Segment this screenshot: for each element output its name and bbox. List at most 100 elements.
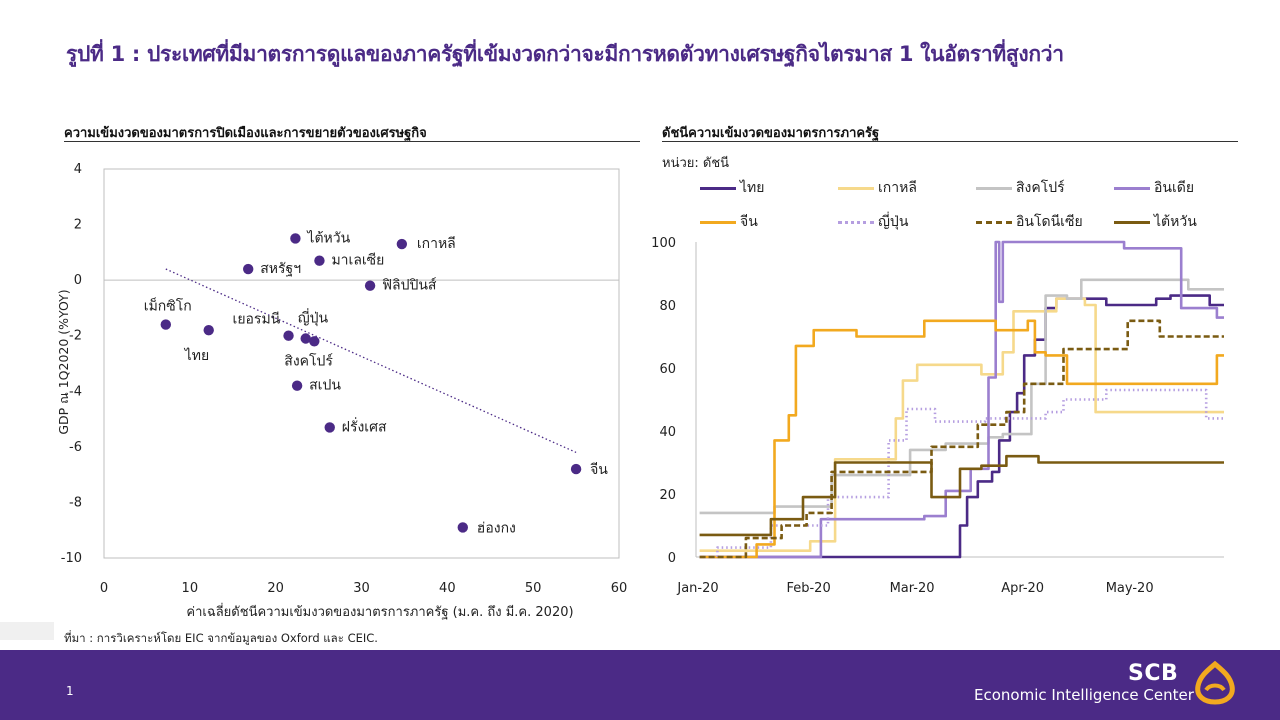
left-panel-rule	[64, 141, 640, 142]
scatter-point	[291, 380, 303, 391]
scatter-point-label: สิงคโปร์	[284, 352, 333, 369]
legend-swatch	[838, 220, 874, 224]
series-line	[699, 294, 1224, 559]
scatter-point-label: ฝรั่งเศส	[342, 417, 387, 435]
scatter-chart: 420-2-4-6-8-10 0 10 20 30 40 50 60 ไต้หวัน เกาห…	[56, 162, 628, 620]
scatter-point-label: ฟิลิปปินส์	[382, 277, 437, 294]
scatter-point	[243, 263, 254, 275]
legend-label: จีน	[740, 214, 758, 230]
legend-label: อินเดีย	[1154, 180, 1195, 196]
scatter-y-tick: -6	[69, 440, 82, 455]
legend-item: เกาหลี	[838, 178, 917, 198]
scb-logo-icon	[1195, 660, 1235, 705]
legend-label: สิงคโปร์	[1016, 180, 1065, 196]
scatter-point	[457, 522, 468, 533]
scatter-point-label: จีน	[590, 462, 608, 478]
line-x-tick: Apr-20	[1001, 581, 1044, 596]
legend-swatch	[1114, 220, 1150, 224]
brand-name: SCB	[1128, 661, 1179, 686]
scatter-point	[324, 422, 335, 433]
scatter-x-tick: 10	[182, 581, 199, 596]
line-x-tick: Jan-20	[676, 581, 718, 596]
scatter-x-axis-label: ค่าเฉลี่ยดัชนีความเข้มงวดของมาตรการภาครั…	[186, 603, 573, 620]
scatter-y-tick: -2	[69, 329, 82, 344]
line-x-tick: Mar-20	[890, 581, 935, 596]
scatter-point	[309, 336, 320, 347]
series-line	[699, 297, 1224, 553]
page-title: รูปที่ 1 : ประเทศที่มีมาตรการดูแลของภาคร…	[66, 42, 1064, 66]
legend-swatch	[976, 186, 1012, 190]
scatter-x-tick: 40	[439, 581, 456, 596]
scatter-point	[314, 255, 325, 266]
legend-label: อินโดนีเซีย	[1016, 214, 1083, 230]
legend-swatch	[838, 186, 874, 190]
scatter-y-tick: -4	[69, 384, 82, 399]
series-line	[699, 278, 1224, 515]
line-legend: ไทย เกาหลี สิงคโปร์ อินเดียจีน ญี่ปุ่น อินโดน…	[700, 178, 1260, 238]
line-chart: 0 20 40 60 80 100 Jan-20 Feb-20 Mar-20 Apr-20 May…	[651, 236, 1224, 596]
scatter-x-tick: 20	[267, 581, 284, 596]
line-y-tick: 100	[651, 236, 676, 251]
scatter-point	[364, 280, 376, 291]
page-number: 1	[66, 684, 74, 698]
right-panel-title: ดัชนีความเข้มงวดของมาตรการภาครัฐ	[662, 126, 880, 141]
line-x-tick: Feb-20	[786, 581, 830, 596]
scatter-y-tick: 0	[74, 273, 82, 288]
legend-swatch	[1114, 186, 1150, 190]
brand-subtitle: Economic Intelligence Center	[974, 686, 1194, 704]
right-panel-rule	[662, 141, 1238, 142]
series-line	[699, 240, 1224, 559]
legend-item: ไต้หวัน	[1114, 212, 1197, 232]
footer-bar	[0, 650, 1280, 720]
legend-label: เกาหลี	[878, 180, 917, 196]
scatter-point	[290, 233, 301, 244]
scatter-point	[300, 333, 311, 344]
legend-item: อินโดนีเซีย	[976, 212, 1083, 232]
series-line	[699, 319, 1224, 559]
legend-label: ญี่ปุ่น	[878, 214, 909, 230]
legend-swatch	[700, 220, 736, 224]
scatter-point-label: สเปน	[309, 378, 341, 394]
scatter-point-label: ไทย	[184, 347, 209, 364]
trend-line	[165, 268, 577, 454]
line-y-tick: 40	[659, 425, 676, 440]
scatter-point-label: เกาหลี	[417, 236, 456, 252]
left-panel-title: ความเข้มงวดของมาตรการปิดเมืองและการขยายต…	[64, 126, 427, 141]
scatter-point	[160, 319, 171, 330]
legend-swatch	[976, 220, 1012, 224]
scatter-y-tick: 4	[74, 162, 82, 177]
line-y-tick: 20	[659, 488, 676, 503]
legend-item: ญี่ปุ่น	[838, 212, 908, 232]
scatter-point	[570, 463, 582, 475]
line-y-tick: 60	[659, 362, 676, 377]
source-tab	[0, 622, 54, 640]
legend-label: ไต้หวัน	[1154, 214, 1197, 230]
source-note: ที่มา : การวิเคราะห์โดย EIC จากข้อมูลของ…	[64, 631, 378, 645]
scatter-y-tick: -8	[69, 495, 82, 510]
scatter-point-label: ไต้หวัน	[306, 229, 350, 246]
scatter-x-tick: 50	[525, 581, 542, 596]
legend-item: สิงคโปร์	[976, 178, 1065, 198]
scatter-point	[396, 238, 408, 250]
legend-item: อินเดีย	[1114, 178, 1194, 198]
line-y-tick: 0	[668, 551, 676, 566]
scatter-y-axis-label: GDP ณ 1Q2020 (%YOY)	[56, 289, 71, 434]
legend-item: จีน	[700, 212, 758, 232]
scatter-point-label: ฮ่องกง	[477, 520, 516, 536]
scatter-point-label: สหรัฐฯ	[260, 261, 301, 277]
scatter-point-label: เยอรมนี	[233, 312, 281, 328]
unit-label: หน่วย: ดัชนี	[662, 156, 730, 171]
scatter-point-label: เม็กซิโก	[144, 297, 192, 315]
series-line	[699, 319, 1224, 559]
legend-item: ไทย	[700, 178, 764, 198]
line-y-tick: 80	[659, 299, 676, 314]
legend-swatch	[700, 186, 736, 190]
scatter-point-label: มาเลเซีย	[331, 253, 384, 269]
scatter-x-tick: 60	[611, 581, 628, 596]
line-x-tick: May-20	[1106, 581, 1154, 596]
series-line	[699, 388, 1224, 559]
scatter-point-label: ญี่ปุ่น	[298, 308, 329, 326]
legend-label: ไทย	[740, 180, 765, 196]
scatter-y-tick: 2	[74, 218, 82, 233]
series-line	[699, 454, 1224, 537]
